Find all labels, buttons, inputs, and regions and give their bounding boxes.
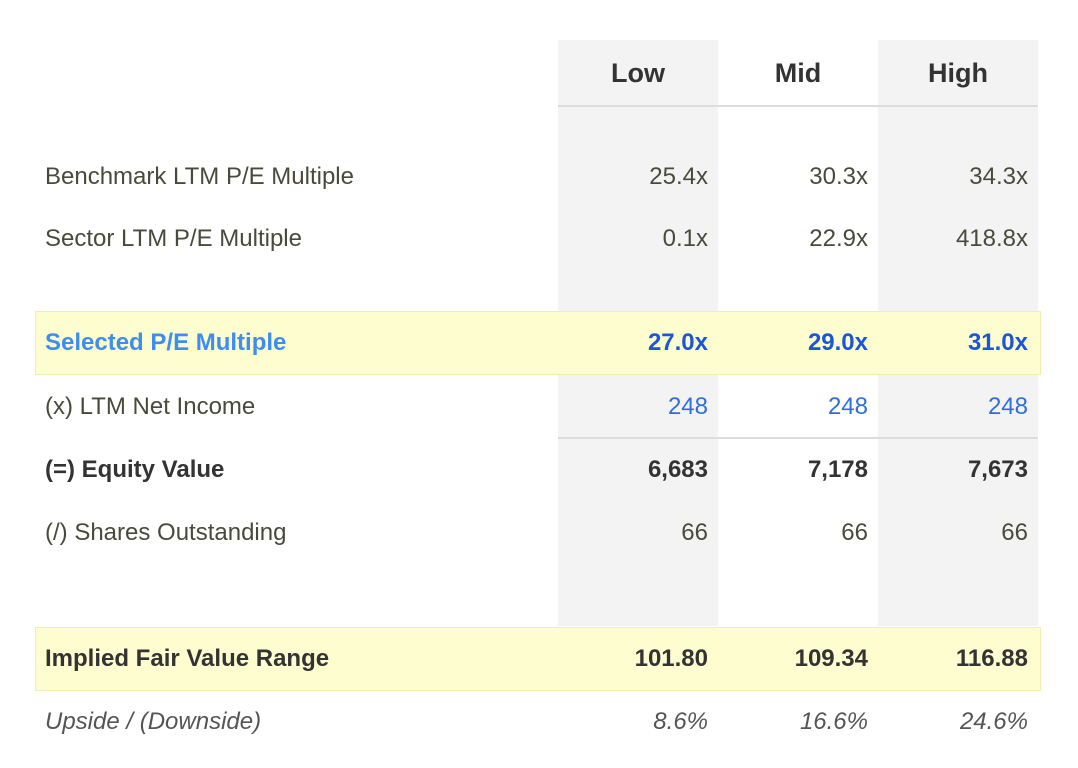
cell-value: 66 — [1001, 519, 1028, 546]
column-header: Low — [611, 58, 665, 88]
cell-value: 248 — [987, 393, 1028, 420]
cell-value: 7,673 — [967, 456, 1028, 483]
cell-value: 116.88 — [955, 645, 1028, 672]
cell-value: 66 — [681, 519, 708, 546]
cell-value: 27.0x — [647, 329, 708, 356]
cell-value: 16.6% — [799, 708, 868, 735]
highlight-band — [35, 627, 1041, 691]
row-label: Sector LTM P/E Multiple — [45, 225, 302, 252]
cell-value: 29.0x — [807, 329, 868, 356]
cell-value: 101.80 — [634, 645, 708, 672]
cell-value: 0.1x — [662, 225, 708, 252]
cell-value: 248 — [827, 393, 868, 420]
row-label: Implied Fair Value Range — [45, 645, 330, 672]
highlight-band — [35, 311, 1041, 375]
cell-value: 6,683 — [647, 456, 708, 483]
cell-value: 109.34 — [794, 645, 868, 672]
cell-value: 25.4x — [649, 163, 708, 190]
row-label: (=) Equity Value — [45, 456, 225, 483]
row-label: (/) Shares Outstanding — [45, 519, 287, 546]
cell-value: 34.3x — [969, 163, 1028, 190]
cell-value: 8.6% — [653, 708, 708, 735]
cell-value: 30.3x — [809, 163, 868, 190]
cell-value: 66 — [841, 519, 868, 546]
cell-value: 31.0x — [967, 329, 1028, 356]
cell-value: 418.8x — [955, 225, 1028, 252]
cell-value: 7,178 — [807, 456, 868, 483]
column-header: Mid — [774, 58, 822, 88]
row-rule — [558, 437, 1038, 439]
row-label: Upside / (Downside) — [45, 708, 262, 735]
column-header: High — [928, 58, 988, 88]
cell-value: 24.6% — [959, 708, 1028, 735]
cell-value: 22.9x — [809, 225, 868, 252]
row-label: (x) LTM Net Income — [45, 393, 256, 420]
header-rule — [558, 105, 1038, 107]
cell-value: 248 — [667, 393, 708, 420]
row-label: Selected P/E Multiple — [45, 329, 287, 356]
row-label: Benchmark LTM P/E Multiple — [45, 163, 354, 190]
